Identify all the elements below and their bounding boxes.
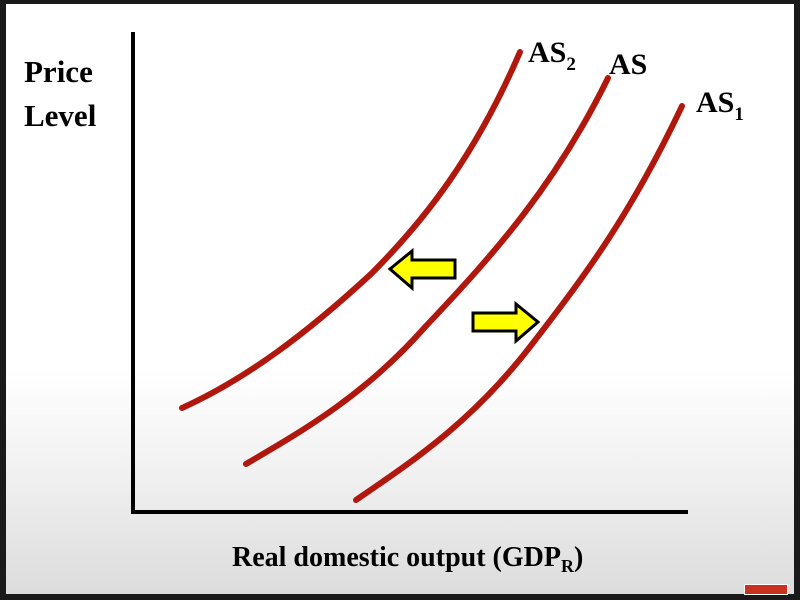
y-axis-label: Price Level — [24, 50, 96, 138]
as-curve — [243, 75, 611, 467]
as-label: AS — [609, 48, 647, 81]
as2-curve — [179, 49, 523, 411]
y-axis-label-line1: Price — [24, 54, 93, 89]
as2-label-sub: 2 — [566, 54, 576, 75]
slide: Price Level AS2 AS AS1 Real domestic out… — [6, 4, 794, 594]
as2-label-main: AS — [528, 36, 566, 69]
x-axis-label-close: ) — [573, 542, 584, 573]
x-axis-label: Real domestic output (GDPR) — [232, 542, 583, 577]
as1-label-main: AS — [696, 86, 734, 119]
y-axis-label-line2: Level — [24, 98, 97, 133]
as2-label: AS2 — [528, 36, 576, 75]
shift-left-arrow — [387, 247, 457, 292]
aggregate-supply-diagram: AS2 AS AS1 — [131, 32, 744, 514]
x-axis-label-main: Real domestic output (GDP — [232, 542, 561, 573]
as1-curve — [353, 103, 685, 503]
shift-right-arrow — [471, 300, 541, 345]
as1-label-sub: 1 — [734, 104, 744, 125]
watermark-logo — [744, 584, 788, 595]
as1-label: AS1 — [696, 86, 744, 125]
as-label-main: AS — [609, 48, 647, 81]
x-axis-label-sub: R — [560, 556, 574, 576]
